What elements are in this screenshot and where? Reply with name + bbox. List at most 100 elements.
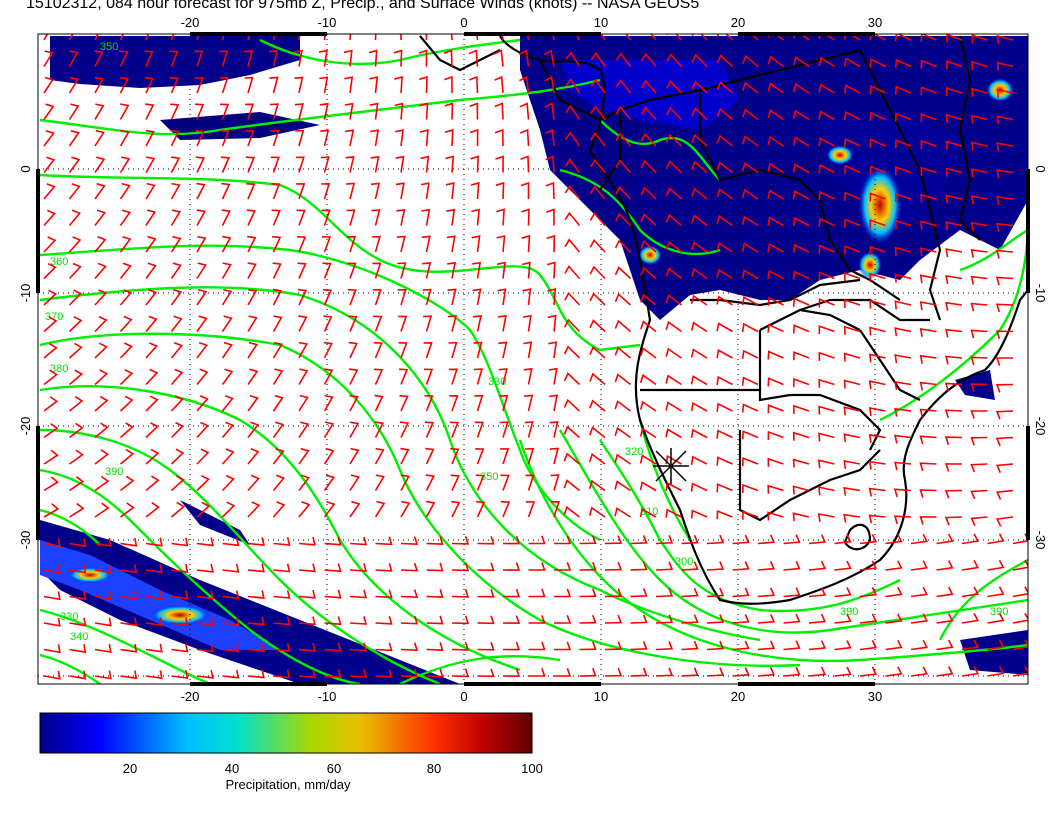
wind-barb [349,474,360,491]
wind-barb [614,400,631,412]
wind-barb [145,34,150,41]
wind-barb [757,587,776,598]
wind-barb [94,103,105,120]
wind-barb [196,395,209,412]
wind-barb [521,234,531,253]
wind-barb [247,421,260,438]
wind-barb [145,315,158,333]
wind-barb [171,590,189,600]
wind-barb [472,261,482,279]
wind-barb [247,394,259,412]
wind-barb [426,615,444,625]
wind-barb [399,394,409,412]
wind-barb [349,642,368,652]
wind-barb [470,155,480,173]
wind-barb [94,537,112,547]
wind-barb [706,640,725,651]
wind-barb [549,447,560,465]
wind-barb [665,267,682,280]
wind-barb [690,482,708,492]
wind-barb [716,483,733,493]
wind-barb [946,60,963,70]
wind-barb [119,315,133,333]
wind-barb [868,353,886,363]
wind-barb [995,436,1014,447]
wind-barb [818,271,835,281]
wind-barb [324,536,342,546]
wind-barb [247,448,260,465]
wind-barb [818,217,835,227]
wind-barb [221,395,234,412]
wind-barb [987,586,1005,598]
wind-barb [970,356,988,366]
wind-barb [422,261,432,279]
wind-barb [995,516,1014,527]
wind-barb [349,421,360,438]
wind-barb [120,502,135,518]
wind-barb [68,316,83,333]
wind-barb [272,315,283,332]
wind-barb [564,211,581,227]
wind-barb [996,142,1014,152]
wind-barb [996,115,1014,125]
wind-barb [665,347,682,359]
wind-barb [68,183,81,200]
wind-barb [294,103,304,120]
wind-barb [630,667,648,677]
lon-label: -20 [181,15,200,30]
wind-barb [145,156,156,173]
wind-barb [741,349,759,359]
wind-barb [640,132,657,147]
wind-barb [119,34,124,41]
wind-barb [792,512,810,522]
wind-barb [920,34,937,42]
wind-barb [783,534,801,545]
wind-barb [732,640,750,651]
wind-barb [792,404,810,414]
wind-barb [474,421,484,438]
wind-barb [639,507,657,518]
wind-barb [295,156,305,173]
wind-barb [349,394,359,412]
wind-barb [398,315,408,332]
wind-barb [767,457,784,467]
wind-barb [545,155,555,173]
wind-barb [471,235,481,253]
wind-barb [614,426,631,439]
wind-barb [818,190,835,201]
wind-barb [767,55,784,68]
wind-barb [371,235,381,253]
wind-barb [843,164,861,174]
wind-barb [894,434,912,444]
wind-barb [119,422,134,439]
wind-barb [792,216,810,227]
wind-barb [996,249,1014,259]
wind-barb [565,104,581,120]
wind-barb [145,448,160,465]
wind-barb [94,289,108,306]
wind-barb [655,535,674,545]
wind-barb [716,161,733,174]
wind-barb [844,271,861,282]
wind-barb [522,288,532,306]
wind-barb [222,669,240,679]
wind-barb [920,193,937,203]
precip-colorbar [39,712,533,754]
wind-barb [222,537,240,547]
wind-barb [372,289,382,306]
wind-barb [640,239,657,253]
wind-barb [741,188,759,200]
wind-barb [741,322,759,333]
wind-barb [170,395,184,412]
wind-barb [792,243,810,254]
wind-barb [640,320,657,333]
lat-label: -20 [18,417,33,436]
wind-barb [320,129,330,147]
wind-barb [298,368,309,385]
wind-barb [273,669,291,679]
wind-barb [496,208,505,226]
wind-barb [497,314,507,332]
wind-barb [630,641,648,651]
wind-barb [120,670,138,680]
wind-barb [295,129,305,147]
